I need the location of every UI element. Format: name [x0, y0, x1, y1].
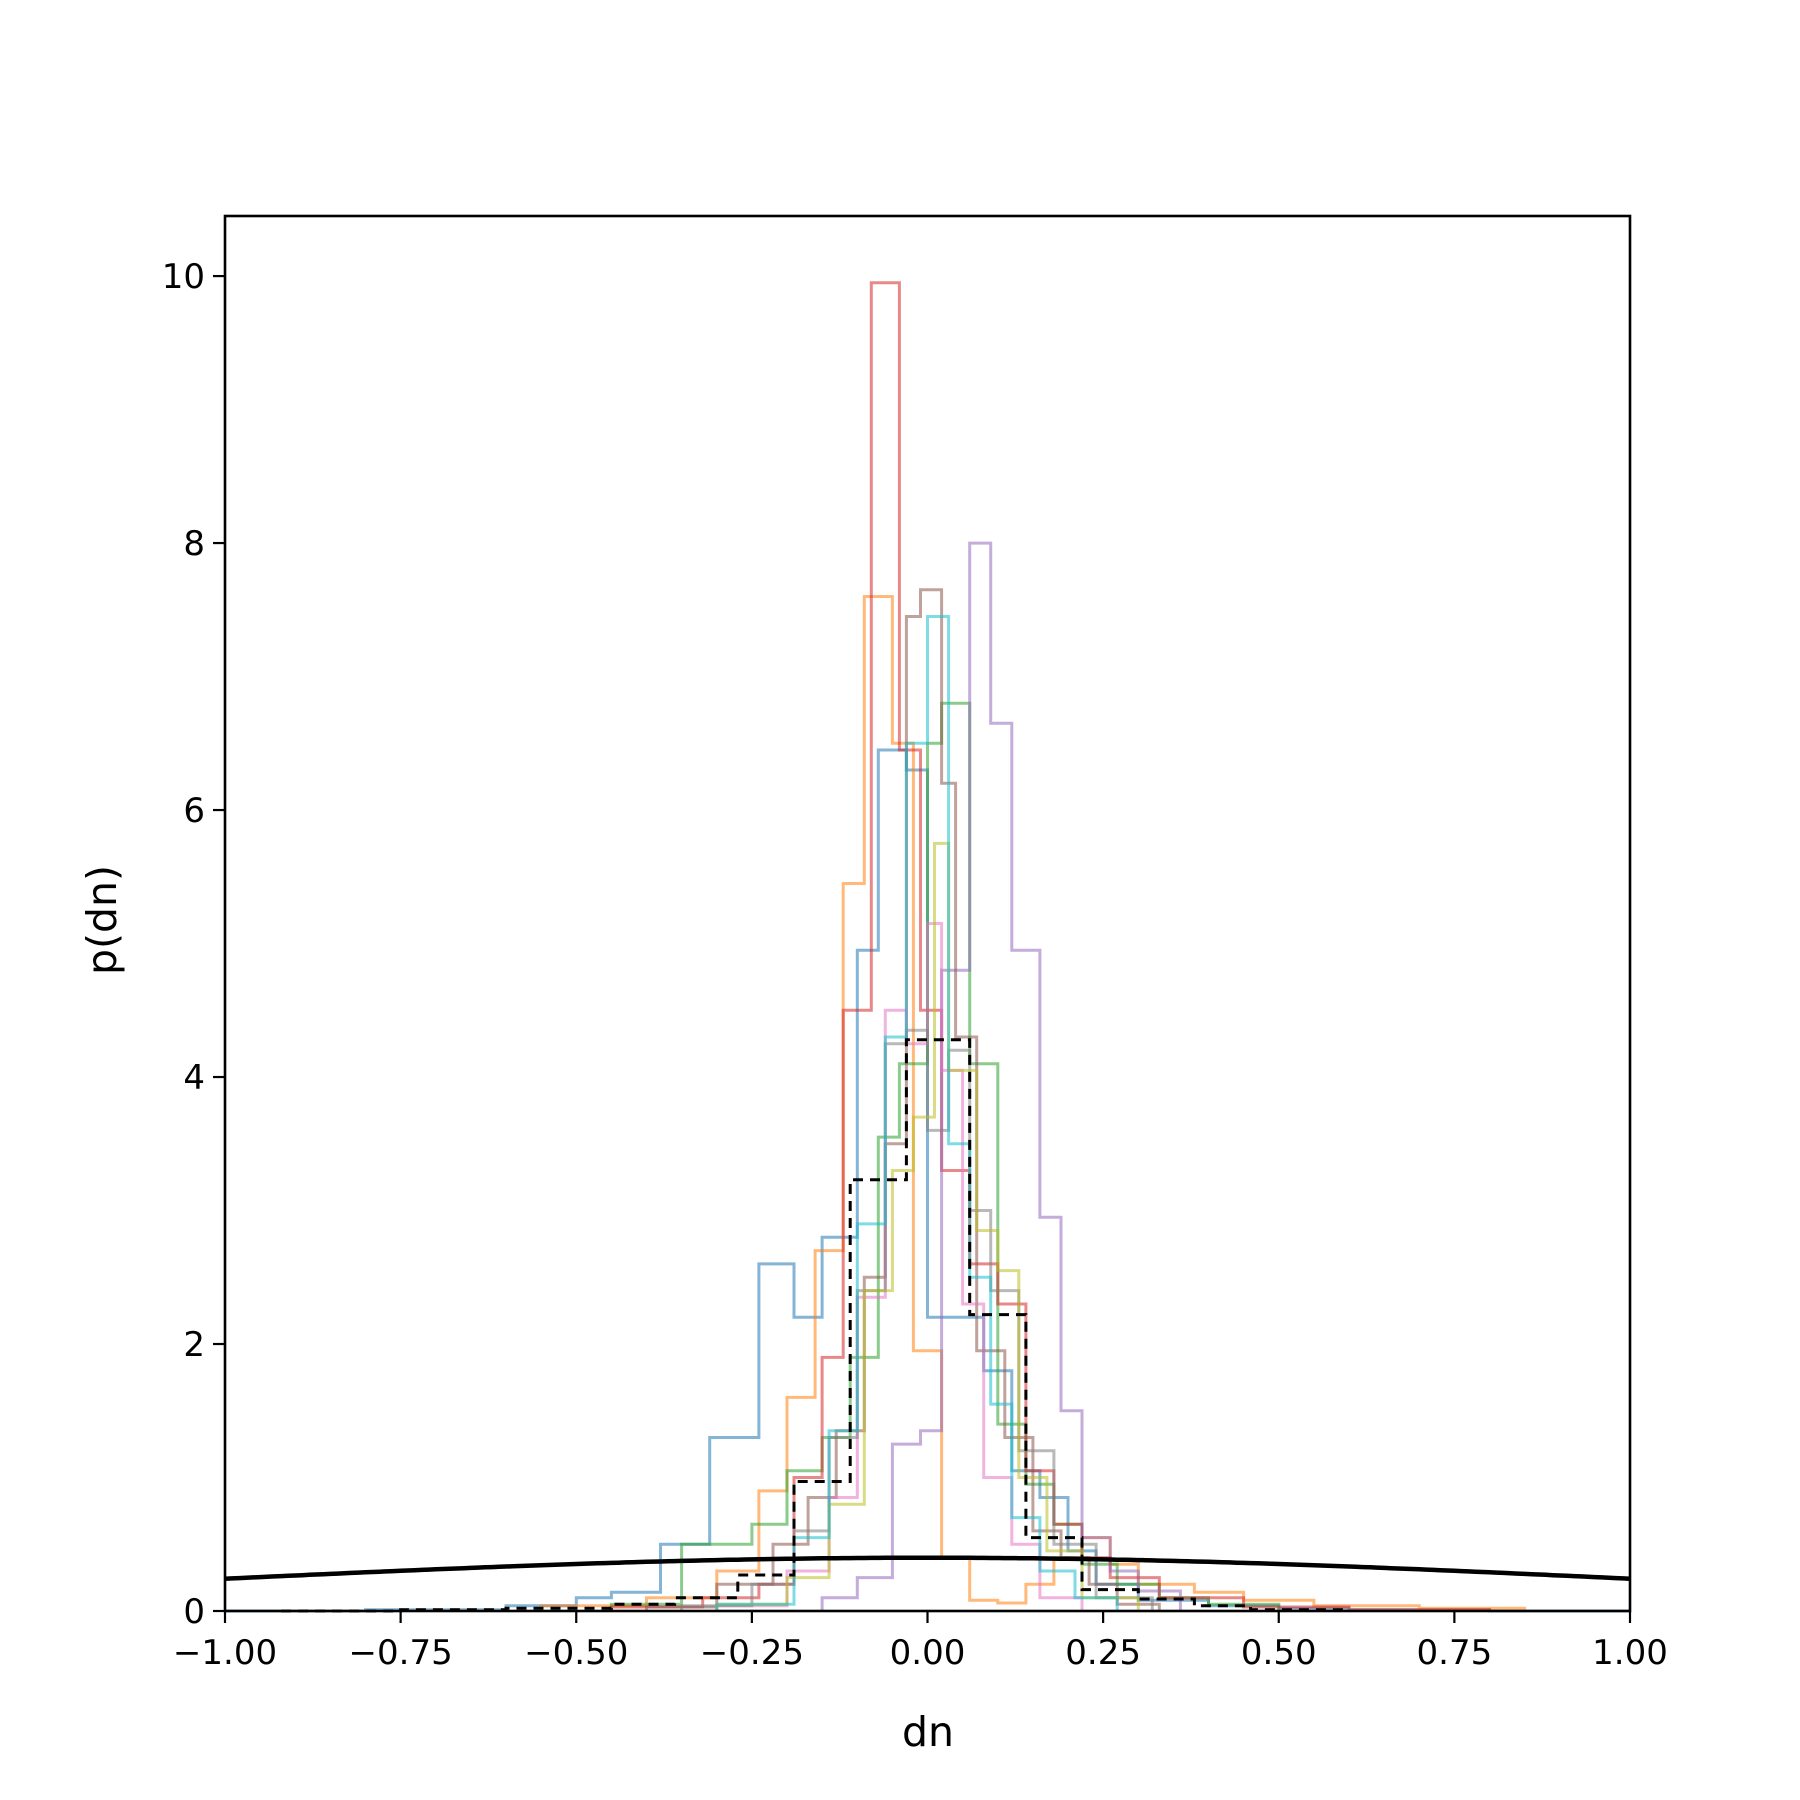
y-tick-label: 0 [183, 1592, 205, 1632]
x-axis-title: dn [902, 1708, 954, 1756]
x-tick-label: 0.50 [1241, 1633, 1317, 1673]
x-tick-label: −0.25 [700, 1633, 804, 1673]
prior-gaussian-curve [224, 1555, 1631, 1581]
histogram-series-layer [225, 281, 1630, 1613]
histogram-series-10 [715, 615, 1119, 1611]
mean-histogram-layer [281, 1038, 1351, 1613]
x-tick-label: 0.75 [1417, 1633, 1493, 1673]
prior-curve-layer [224, 1555, 1631, 1581]
x-tick-label: −0.75 [349, 1633, 453, 1673]
x-tick-label: −0.50 [524, 1633, 628, 1673]
mean-histogram-dashed [281, 1038, 1351, 1613]
x-tick-label: 1.00 [1592, 1633, 1668, 1673]
y-axis-ticks: 0 2 4 6 8 10 [162, 257, 225, 1632]
y-tick-label: 6 [183, 791, 205, 831]
histogram-series-5 [820, 541, 1182, 1611]
histogram-series-2 [539, 595, 1527, 1611]
y-axis-title: p(dn) [78, 865, 126, 975]
histogram-series-4 [609, 281, 1491, 1612]
x-tick-label: −1.00 [173, 1633, 277, 1673]
y-tick-label: 4 [183, 1058, 205, 1098]
y-tick-label: 2 [183, 1325, 205, 1365]
x-axis-ticks: −1.00 −0.75 −0.50 −0.25 0.00 0.25 0.50 0.75 1.00 [173, 1611, 1668, 1673]
histogram-series-3 [609, 701, 1281, 1611]
x-tick-label: 0.25 [1065, 1633, 1141, 1673]
y-tick-label: 8 [183, 524, 205, 564]
y-tick-label: 10 [162, 257, 205, 297]
histogram-series-7 [715, 922, 1084, 1611]
histogram-series-9 [715, 841, 1140, 1611]
x-tick-label: 0.00 [890, 1633, 966, 1673]
